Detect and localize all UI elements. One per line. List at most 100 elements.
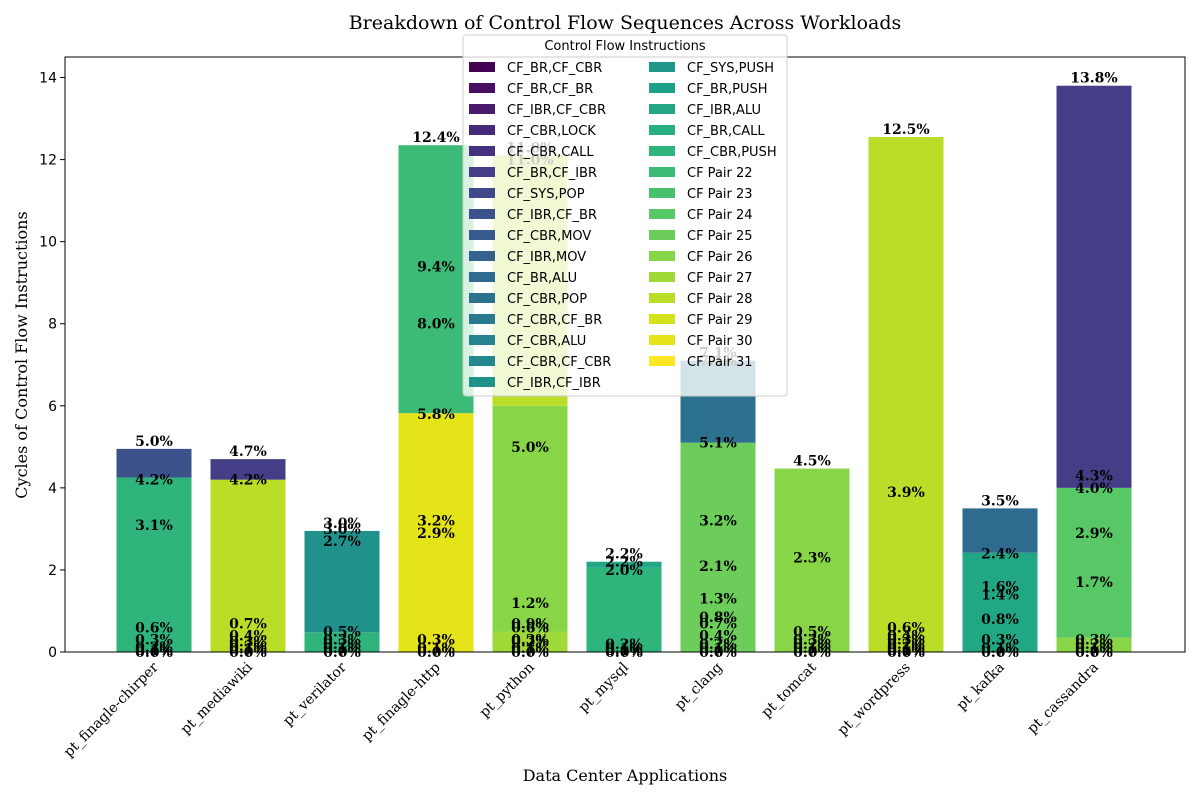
y-tick-label: 10 — [39, 235, 57, 251]
data-label: 0.2% — [605, 637, 643, 653]
legend-label: CF Pair 24 — [687, 208, 753, 223]
legend-entry: CF Pair 27 — [649, 271, 753, 286]
bar-segment — [1056, 637, 1132, 652]
bar-stack-pt_cassandra — [1056, 85, 1132, 652]
legend-label: CF_BR,CF_IBR — [507, 166, 597, 181]
data-label: 0.7% — [699, 616, 737, 632]
data-label: 0.3% — [511, 633, 549, 649]
data-label: 0.3% — [417, 633, 455, 649]
data-label: 5.1% — [699, 436, 737, 452]
y-tick-label: 2 — [48, 563, 57, 579]
legend-entry: CF_IBR,MOV — [469, 250, 586, 265]
data-label: 2.4% — [981, 547, 1019, 563]
legend-swatch — [649, 251, 675, 261]
legend-label: CF_BR,PUSH — [687, 82, 768, 97]
data-label: 0.2% — [323, 637, 361, 653]
data-label: 0.6% — [135, 620, 173, 636]
data-label: 2.0% — [605, 563, 643, 579]
data-label: 5.0% — [511, 440, 549, 456]
legend-swatch — [649, 62, 675, 72]
legend-label: CF_IBR,ALU — [687, 103, 761, 118]
x-tick-label: pt_mediawiki — [178, 659, 256, 737]
legend-label: CF_IBR,CF_CBR — [507, 103, 606, 118]
legend-entry: CF_CBR,POP — [469, 292, 587, 307]
data-label: 3.1% — [135, 518, 173, 534]
legend-label: CF_CBR,LOCK — [507, 124, 596, 139]
total-label: 3.0% — [323, 516, 361, 532]
legend-swatch — [649, 272, 675, 282]
legend-entry: CF_CBR,MOV — [469, 229, 591, 244]
data-label: 0.1% — [135, 643, 173, 659]
legend-swatch — [649, 146, 675, 156]
x-tick-label: pt_finagle-http — [359, 659, 444, 744]
data-label: 0.2% — [511, 635, 549, 651]
legend-entry: CF_IBR,ALU — [649, 103, 761, 118]
legend-label: CF_CBR,PUSH — [687, 145, 777, 160]
legend-label: CF_BR,CF_BR — [507, 82, 593, 97]
legend-swatch — [469, 83, 495, 93]
legend-entry: CF_BR,PUSH — [649, 82, 768, 97]
legend-label: CF_BR,CALL — [687, 124, 765, 139]
legend-swatch — [469, 251, 495, 261]
legend-entry: CF Pair 26 — [649, 250, 753, 265]
y-axis: 0 2 4 6 8 10 12 14 — [39, 71, 65, 661]
legend-label: CF Pair 26 — [687, 250, 753, 265]
x-axis: pt_finagle-chirper pt_mediawiki pt_verilat… — [61, 652, 1102, 760]
legend-swatch — [649, 188, 675, 198]
data-label: 0.1% — [605, 643, 643, 659]
data-label: 4.2% — [229, 473, 267, 489]
total-label: 12.5% — [882, 122, 929, 138]
legend-label: CF Pair 25 — [687, 229, 753, 244]
legend-swatch — [469, 293, 495, 303]
data-label: 1.2% — [511, 596, 549, 612]
x-tick-label: pt_verilator — [280, 659, 350, 729]
legend-entry: CF Pair 29 — [649, 313, 753, 328]
data-label: 0.1% — [511, 641, 549, 657]
data-label: 0.3% — [981, 633, 1019, 649]
legend-label: CF Pair 30 — [687, 334, 753, 349]
x-axis-title: Data Center Applications — [523, 766, 728, 785]
y-tick-label: 6 — [48, 399, 57, 415]
bar-stack-pt_clang — [680, 360, 756, 652]
total-label: 3.5% — [981, 493, 1019, 509]
data-label: 0.9% — [511, 616, 549, 632]
legend-title: Control Flow Instructions — [544, 39, 706, 54]
data-label: 0.4% — [229, 629, 267, 645]
data-label: 2.9% — [1075, 526, 1113, 542]
total-label: 4.7% — [229, 444, 267, 460]
data-label: 0.1% — [699, 641, 737, 657]
y-tick-label: 12 — [39, 153, 57, 169]
legend-entry: CF_CBR,CALL — [469, 145, 594, 160]
legend-swatch — [469, 104, 495, 114]
bar-segment — [398, 413, 474, 652]
legend-swatch — [649, 209, 675, 219]
legend-label: CF_SYS,POP — [507, 187, 585, 202]
bar-stack-pt_wordpress — [868, 137, 944, 653]
legend-label: CF_CBR,CF_BR — [507, 313, 602, 328]
data-label: 0.1% — [229, 642, 267, 658]
data-label: 3.9% — [887, 485, 925, 501]
bar-segment — [868, 137, 944, 653]
data-label: 0.2% — [793, 637, 831, 653]
legend-swatch — [469, 167, 495, 177]
bar-segment — [210, 479, 286, 652]
data-label: 0.1% — [981, 641, 1019, 657]
legend-label: CF_IBR,MOV — [507, 250, 586, 265]
legend: Control Flow Instructions CF_BR,CF_CBR CF… — [462, 34, 788, 397]
bar-segment — [680, 442, 756, 652]
chart-title: Breakdown of Control Flow Sequences Acro… — [349, 12, 902, 34]
legend-entry: CF_SYS,PUSH — [649, 61, 774, 76]
data-label: 0.1% — [793, 641, 831, 657]
legend-entry: CF_BR,CF_CBR — [469, 61, 602, 76]
data-label: 3.2% — [417, 514, 455, 530]
legend-entry: CF_IBR,CF_CBR — [469, 103, 606, 118]
bar-segment — [210, 459, 286, 480]
data-label: 0.3% — [887, 633, 925, 649]
y-tick-label: 4 — [48, 481, 57, 497]
data-label: 1.6% — [981, 579, 1019, 595]
legend-entry: CF_CBR,CF_CBR — [469, 355, 611, 370]
legend-swatch — [649, 125, 675, 135]
legend-label: CF_CBR,MOV — [507, 229, 591, 244]
x-tick-label: pt_kafka — [954, 660, 1008, 714]
legend-swatch — [469, 188, 495, 198]
